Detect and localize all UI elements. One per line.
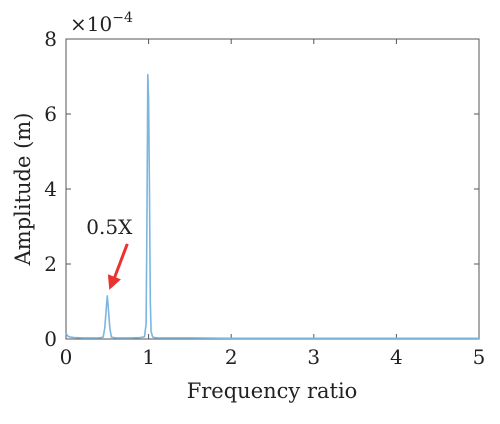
y-tick-label-4: 8: [44, 27, 57, 51]
x-tick-label-0: 0: [60, 345, 73, 369]
y-tick-label-3: 6: [44, 102, 57, 126]
y-tick-label-0: 0: [44, 327, 57, 351]
annotation-label-0-5x: 0.5X: [86, 215, 133, 239]
y-multiplier-label: ×10−4: [70, 10, 133, 36]
x-axis-label: Frequency ratio: [187, 379, 358, 403]
x-tick-label-3: 3: [307, 345, 320, 369]
y-tick-label-2: 4: [44, 177, 57, 201]
x-tick-label-2: 2: [225, 345, 238, 369]
x-tick-label-1: 1: [142, 345, 155, 369]
series-line-amplitude: [65, 73, 479, 340]
y-axis-label: Amplitude (m): [11, 113, 35, 267]
plot-area: [65, 38, 480, 340]
annotation-arrow-head: [107, 274, 121, 290]
annotation-arrow-shaft: [111, 243, 129, 282]
x-tick-label-4: 4: [390, 345, 403, 369]
y-tick-label-1: 2: [44, 252, 57, 276]
x-tick-label-5: 5: [473, 345, 486, 369]
